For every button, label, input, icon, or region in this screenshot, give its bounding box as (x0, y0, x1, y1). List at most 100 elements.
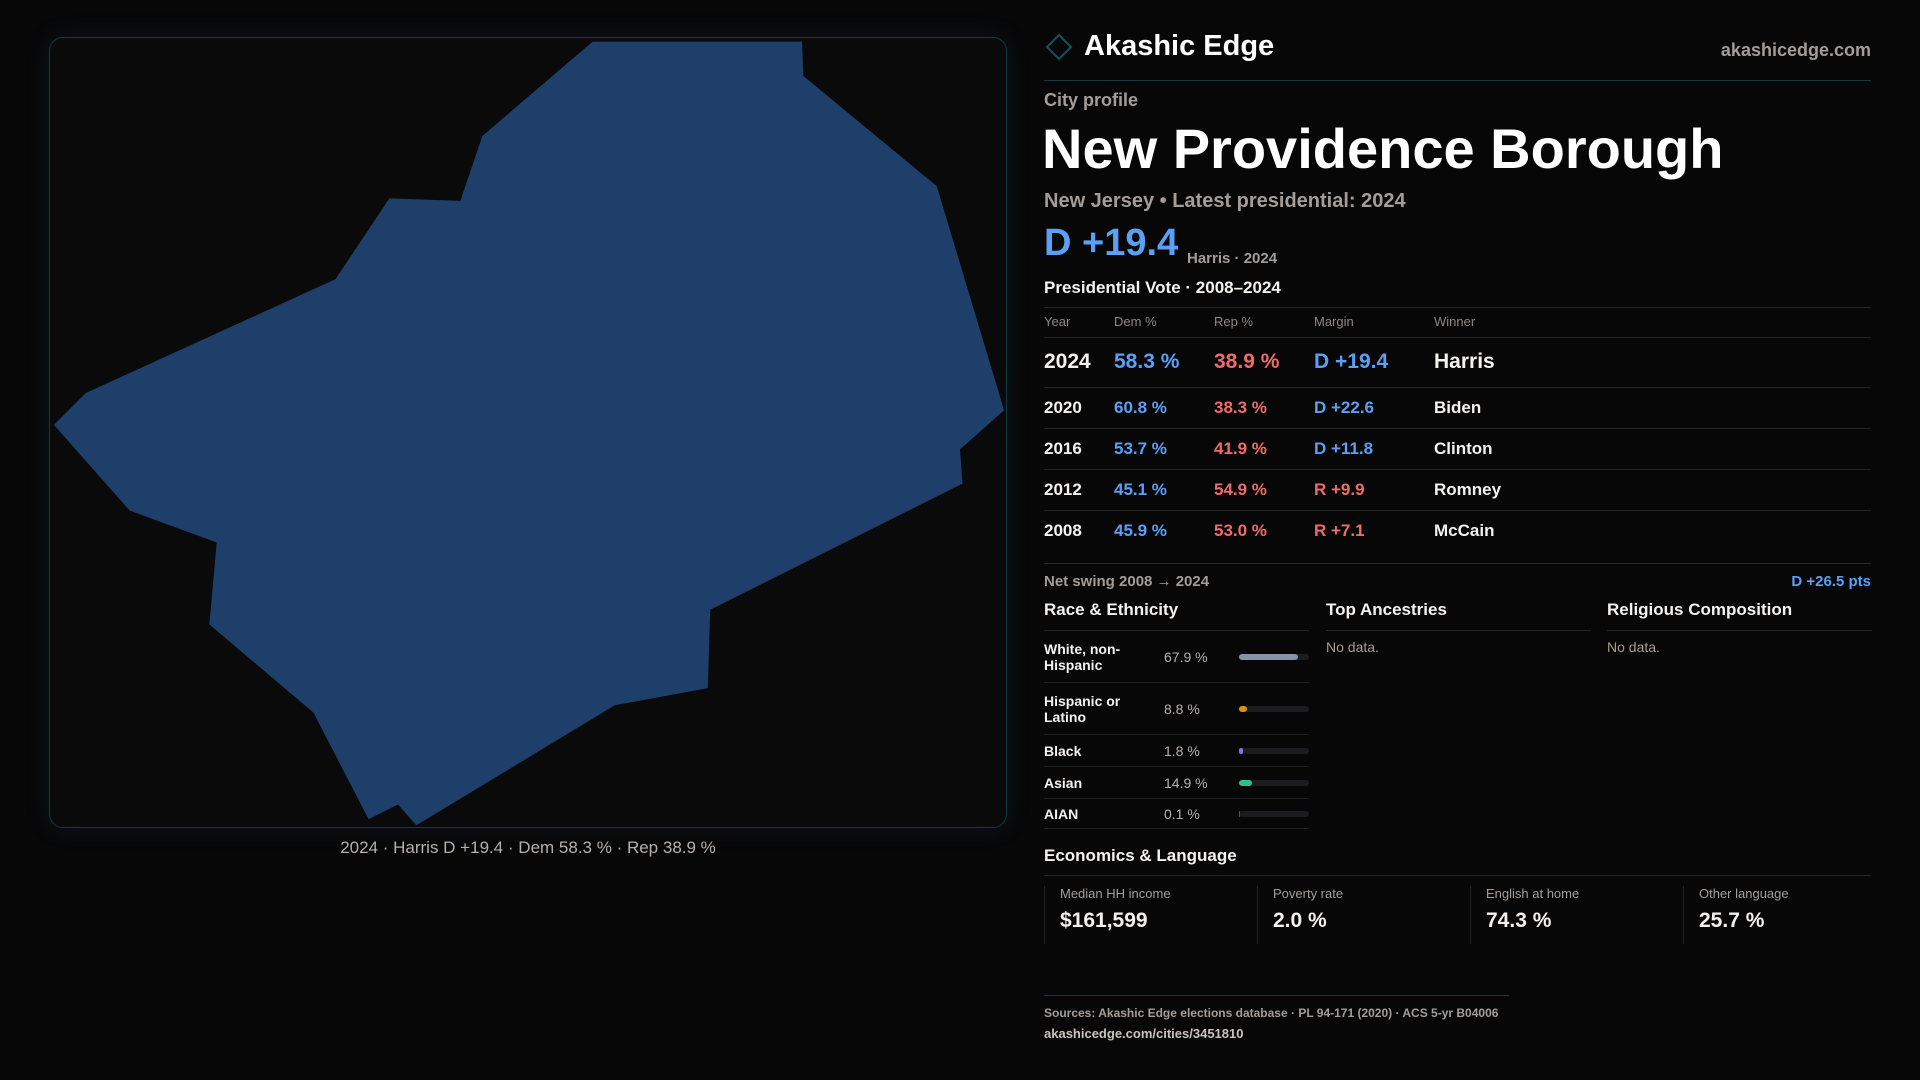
race-bar (1239, 779, 1309, 786)
swing-label: Net swing 2008 → 2024 (1044, 573, 1210, 590)
religion-section: Religious Composition No data. (1607, 600, 1872, 655)
cell-rep: 53.0 % (1214, 509, 1314, 551)
cell-winner: Harris (1434, 336, 1871, 387)
economics-title: Economics & Language (1044, 846, 1237, 865)
swing-value: D +26.5 pts (1791, 573, 1871, 590)
cell-rep: 38.3 % (1214, 386, 1314, 428)
table-row: 2020 60.8 % 38.3 % D +22.6 Biden (1044, 386, 1871, 428)
cell-dem: 45.1 % (1114, 468, 1214, 510)
ancestries-empty: No data. (1326, 639, 1379, 655)
cell-winner: McCain (1434, 509, 1871, 551)
race-pct: 1.8 % (1164, 742, 1200, 759)
metric-card: Median HH income $161,599 (1044, 886, 1257, 944)
divider (1044, 875, 1871, 876)
page-url-link[interactable]: akashicedge.com/cities/3451810 (1044, 1026, 1244, 1041)
site-link[interactable]: akashicedge.com (1720, 40, 1871, 60)
divider (1044, 563, 1871, 564)
footer-divider (1044, 995, 1509, 996)
cell-year: 2016 (1044, 427, 1114, 469)
metric-label: Median HH income (1060, 886, 1171, 901)
metric-label: Other language (1699, 886, 1789, 901)
city-boundary-shape[interactable] (53, 41, 1005, 826)
page-title: New Providence Borough (1042, 117, 1724, 180)
metric-value: 2.0 % (1273, 909, 1327, 932)
cell-margin: D +11.8 (1314, 427, 1434, 469)
religion-empty: No data. (1607, 639, 1660, 655)
cell-margin: D +19.4 (1314, 336, 1434, 387)
presidential-title: Presidential Vote · 2008–2024 (1044, 278, 1281, 297)
race-bar-fill (1239, 747, 1243, 754)
cell-margin: R +9.9 (1314, 468, 1434, 510)
race-row: Hispanic or Latino 8.8 % (1044, 683, 1309, 735)
race-pct: 14.9 % (1164, 774, 1208, 791)
ancestries-section: Top Ancestries No data. (1326, 600, 1591, 655)
cell-year: 2008 (1044, 509, 1114, 551)
race-row: Asian 14.9 % (1044, 767, 1309, 799)
metric-card: Poverty rate 2.0 % (1257, 886, 1470, 944)
cell-winner: Clinton (1434, 427, 1871, 469)
race-label: White, non-Hispanic (1044, 640, 1121, 673)
divider (1044, 307, 1871, 308)
cell-dem: 53.7 % (1114, 427, 1214, 469)
race-pct: 0.1 % (1164, 805, 1200, 822)
metric-value: 74.3 % (1486, 909, 1552, 932)
headline-margin: D +19.4 (1044, 222, 1179, 264)
metric-value: $161,599 (1060, 909, 1148, 932)
col-dem: Dem % (1114, 314, 1157, 330)
race-pct: 67.9 % (1164, 648, 1208, 665)
page-subtitle: New Jersey • Latest presidential: 2024 (1044, 190, 1406, 212)
cell-winner: Romney (1434, 468, 1871, 510)
cell-margin: R +7.1 (1314, 509, 1434, 551)
brand-name: Akashic Edge (1084, 30, 1275, 62)
brand-logo[interactable]: Akashic Edge (1044, 30, 1274, 63)
cell-rep: 38.9 % (1214, 336, 1314, 387)
cell-dem: 60.8 % (1114, 386, 1214, 428)
cell-dem: 58.3 % (1114, 336, 1214, 387)
race-label: AIAN (1044, 805, 1079, 822)
cell-rep: 41.9 % (1214, 427, 1314, 469)
map-caption: 2024 · Harris D +19.4 · Dem 58.3 % · Rep… (340, 838, 716, 857)
religion-title: Religious Composition (1607, 600, 1872, 631)
cell-winner: Biden (1434, 386, 1871, 428)
race-row: White, non-Hispanic 67.9 % (1044, 631, 1309, 683)
diamond-logo-icon (1045, 33, 1073, 60)
race-label: Hispanic or Latino (1044, 692, 1121, 725)
race-bar-fill (1239, 779, 1253, 786)
race-bar (1239, 705, 1309, 712)
page-kicker: City profile (1044, 90, 1139, 110)
race-bar (1239, 810, 1309, 817)
col-rep: Rep % (1214, 314, 1254, 330)
metric-card: Other language 25.7 % (1683, 886, 1896, 944)
race-row: Black 1.8 % (1044, 735, 1309, 767)
headline-note: Harris · 2024 (1187, 250, 1278, 267)
race-bar (1239, 747, 1309, 754)
metric-label: Poverty rate (1273, 886, 1344, 901)
ancestries-title: Top Ancestries (1326, 600, 1591, 631)
race-label: Asian (1044, 774, 1083, 791)
race-label: Black (1044, 742, 1082, 759)
race-bar-fill (1239, 653, 1299, 660)
race-pct: 8.8 % (1164, 700, 1200, 717)
table-row: 2008 45.9 % 53.0 % R +7.1 McCain (1044, 509, 1871, 551)
race-section: Race & Ethnicity White, non-Hispanic 67.9… (1044, 600, 1309, 829)
race-title: Race & Ethnicity (1044, 600, 1309, 631)
cell-year: 2020 (1044, 386, 1114, 428)
cell-year: 2024 (1044, 336, 1114, 387)
race-bar (1239, 653, 1309, 660)
metric-label: English at home (1486, 886, 1580, 901)
header-divider (1044, 80, 1871, 81)
presidential-table: Year Dem % Rep % Margin Winner 2024 58.3 … (1044, 307, 1871, 551)
table-row: 2012 45.1 % 54.9 % R +9.9 Romney (1044, 468, 1871, 510)
metric-card: English at home 74.3 % (1470, 886, 1683, 944)
cell-margin: D +22.6 (1314, 386, 1434, 428)
race-bar-fill (1239, 705, 1247, 712)
table-row: 2016 53.7 % 41.9 % D +11.8 Clinton (1044, 427, 1871, 469)
col-margin: Margin (1314, 314, 1354, 330)
cell-rep: 54.9 % (1214, 468, 1314, 510)
col-winner: Winner (1434, 314, 1476, 330)
race-row: AIAN 0.1 % (1044, 799, 1309, 829)
col-year: Year (1044, 314, 1071, 330)
table-row: 2024 58.3 % 38.9 % D +19.4 Harris (1044, 336, 1871, 387)
cell-dem: 45.9 % (1114, 509, 1214, 551)
